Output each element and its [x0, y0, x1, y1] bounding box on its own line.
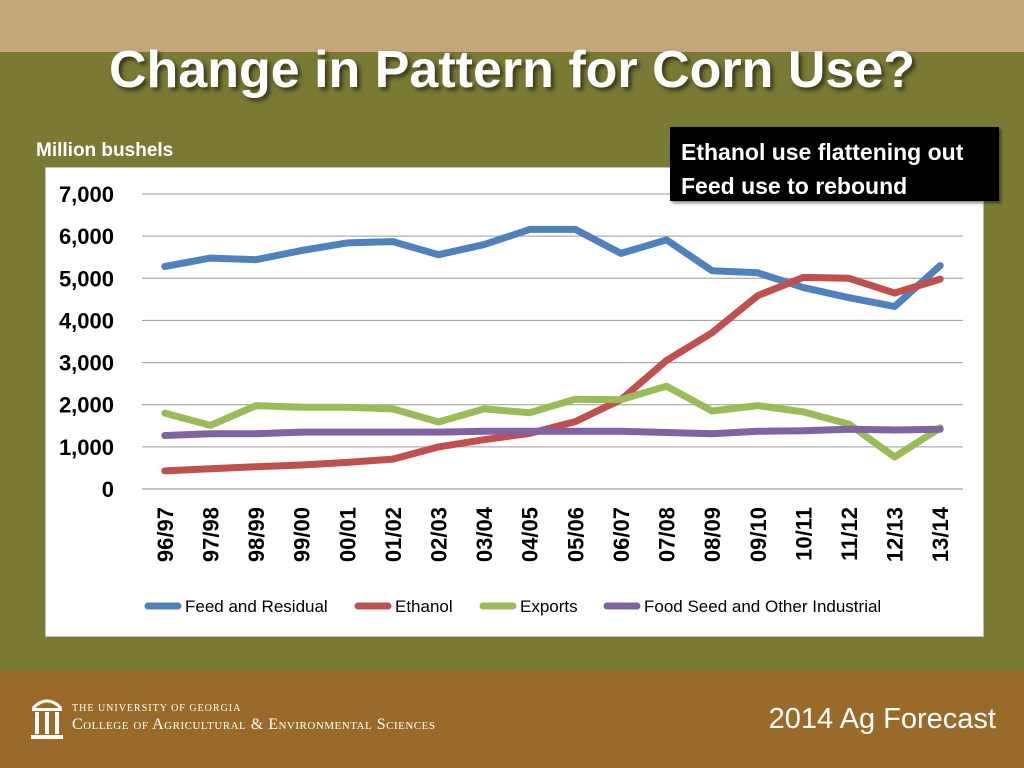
- series-lines: [161, 225, 944, 475]
- chart-panel: 0 1,000 2,000 3,000 4,000 5,000 6,000 7,000 96/…: [45, 167, 984, 637]
- x-tick-label: 06/07: [609, 507, 634, 562]
- x-tick-label: 13/14: [928, 506, 953, 562]
- y-tick-label: 6,000: [59, 224, 114, 249]
- legend-label: Food Seed and Other Industrial: [644, 597, 881, 616]
- college-name: College of Agricultural & Environmental …: [72, 716, 436, 733]
- callout-line-1: Ethanol use flattening out: [681, 139, 964, 165]
- legend-label: Feed and Residual: [185, 597, 328, 616]
- y-tick-label: 2,000: [59, 393, 114, 418]
- x-tick-label: 10/11: [791, 507, 816, 561]
- arch-icon: [31, 699, 63, 739]
- y-tick-label: 4,000: [59, 308, 114, 333]
- x-tick-label: 04/05: [518, 507, 543, 562]
- series-line-exports: [161, 382, 944, 461]
- series-line-ethanol: [161, 273, 944, 475]
- series-line-food-seed-and-other-industrial: [161, 425, 944, 439]
- top-band: [0, 0, 1024, 52]
- x-tick-label: 98/99: [244, 507, 269, 562]
- y-tick-label: 7,000: [59, 182, 114, 207]
- slide-title: Change in Pattern for Corn Use?: [108, 41, 916, 99]
- y-tick-label: 0: [102, 477, 114, 502]
- y-tick-labels: 0 1,000 2,000 3,000 4,000 5,000 6,000 7,000: [59, 182, 114, 502]
- forecast-label: 2014 Ag Forecast: [768, 703, 996, 735]
- x-tick-label: 08/09: [700, 507, 725, 562]
- line-chart: 0 1,000 2,000 3,000 4,000 5,000 6,000 7,000 96/…: [59, 182, 963, 616]
- x-tick-label: 09/10: [746, 507, 771, 562]
- x-tick-label: 02/03: [426, 507, 451, 562]
- x-tick-label: 97/98: [198, 507, 223, 562]
- x-tick-label: 96/97: [153, 507, 178, 562]
- x-tick-label: 03/04: [472, 506, 497, 562]
- callout-line-2: Feed use to rebound: [681, 173, 908, 199]
- legend-label: Ethanol: [395, 597, 453, 616]
- x-tick-labels: 96/97 97/98 98/99 99/00 00/01 01/02 02/03 03/04…: [153, 506, 953, 562]
- y-tick-label: 5,000: [59, 266, 114, 291]
- gridlines: [142, 193, 963, 490]
- x-tick-label: 05/06: [563, 507, 588, 562]
- y-axis-units-label: Million bushels: [36, 140, 174, 161]
- y-tick-label: 1,000: [59, 435, 114, 460]
- legend-label: Exports: [520, 597, 578, 616]
- x-tick-label: 01/02: [381, 507, 406, 562]
- x-tick-label: 07/08: [655, 507, 680, 562]
- uga-caes-logo: The University of Georgia College of Agr…: [30, 694, 530, 746]
- university-name: The University of Georgia: [72, 703, 242, 714]
- legend: Feed and Residual Ethanol Exports Food Seed…: [144, 597, 881, 616]
- x-tick-label: 00/01: [335, 507, 360, 562]
- x-tick-label: 99/00: [290, 507, 315, 562]
- x-tick-label: 12/13: [883, 507, 908, 562]
- callout-box: Ethanol use flattening out Feed use to r…: [670, 127, 999, 201]
- series-line-feed-and-residual: [161, 225, 944, 310]
- x-tick-label: 11/12: [837, 507, 862, 561]
- y-tick-label: 3,000: [59, 351, 114, 376]
- footer-band: [0, 671, 1024, 768]
